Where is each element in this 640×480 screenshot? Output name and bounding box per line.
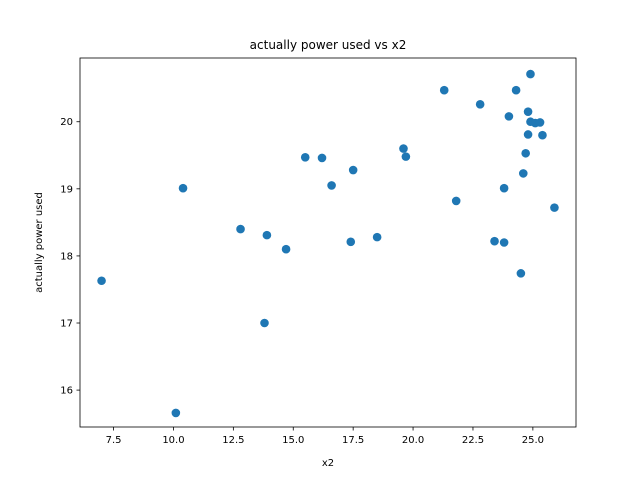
chart-title: actually power used vs x2 [250, 38, 407, 52]
data-point [260, 318, 269, 328]
data-point [348, 165, 358, 175]
data-point [451, 196, 461, 206]
plot-frame [79, 57, 577, 428]
data-point [499, 183, 509, 193]
data-point [327, 181, 336, 190]
data-point [171, 408, 181, 418]
data-point [475, 99, 485, 109]
x-axis-ticks: 7.5 10.0 12.5 15.0 17.5 20.0 22.5 25.0 [106, 427, 544, 446]
data-point [399, 144, 408, 153]
data-point [538, 130, 547, 140]
x-axis-label: x2 [322, 458, 334, 469]
x-tick-label: 20.0 [402, 435, 424, 446]
x-tick-label: 7.5 [106, 435, 122, 446]
y-axis-ticks: 16 17 18 19 20 [60, 117, 80, 397]
data-point [262, 230, 272, 240]
data-point [535, 118, 545, 127]
data-point [401, 152, 411, 161]
data-point [499, 238, 509, 247]
x-tick-label: 12.5 [222, 435, 244, 446]
data-point [372, 232, 382, 242]
data-point [550, 203, 559, 212]
x-tick-label: 15.0 [282, 435, 304, 446]
x-tick-label: 10.0 [162, 435, 184, 446]
data-point [523, 130, 533, 139]
y-tick-label: 16 [60, 386, 73, 397]
x-tick-label: 17.5 [342, 435, 364, 446]
points-layer [97, 69, 559, 418]
y-tick-label: 20 [60, 117, 73, 128]
data-point [178, 183, 188, 193]
data-point [516, 269, 526, 278]
x-tick-label: 25.0 [522, 435, 544, 446]
y-tick-label: 19 [60, 184, 73, 195]
data-point [523, 107, 533, 116]
data-point [439, 85, 449, 95]
y-axis-label: actually power used [34, 192, 45, 293]
data-point [504, 112, 514, 121]
data-point [346, 237, 356, 247]
data-point [300, 152, 310, 162]
data-point [521, 148, 530, 158]
x-tick-label: 22.5 [462, 435, 484, 446]
data-point [281, 244, 291, 254]
y-tick-label: 18 [60, 251, 73, 262]
y-tick-label: 17 [60, 319, 73, 330]
data-point [511, 85, 521, 95]
data-point [490, 236, 499, 246]
data-point [97, 276, 106, 286]
data-point [526, 69, 535, 79]
data-point [236, 224, 245, 234]
data-point [518, 169, 528, 178]
data-point [317, 153, 327, 163]
